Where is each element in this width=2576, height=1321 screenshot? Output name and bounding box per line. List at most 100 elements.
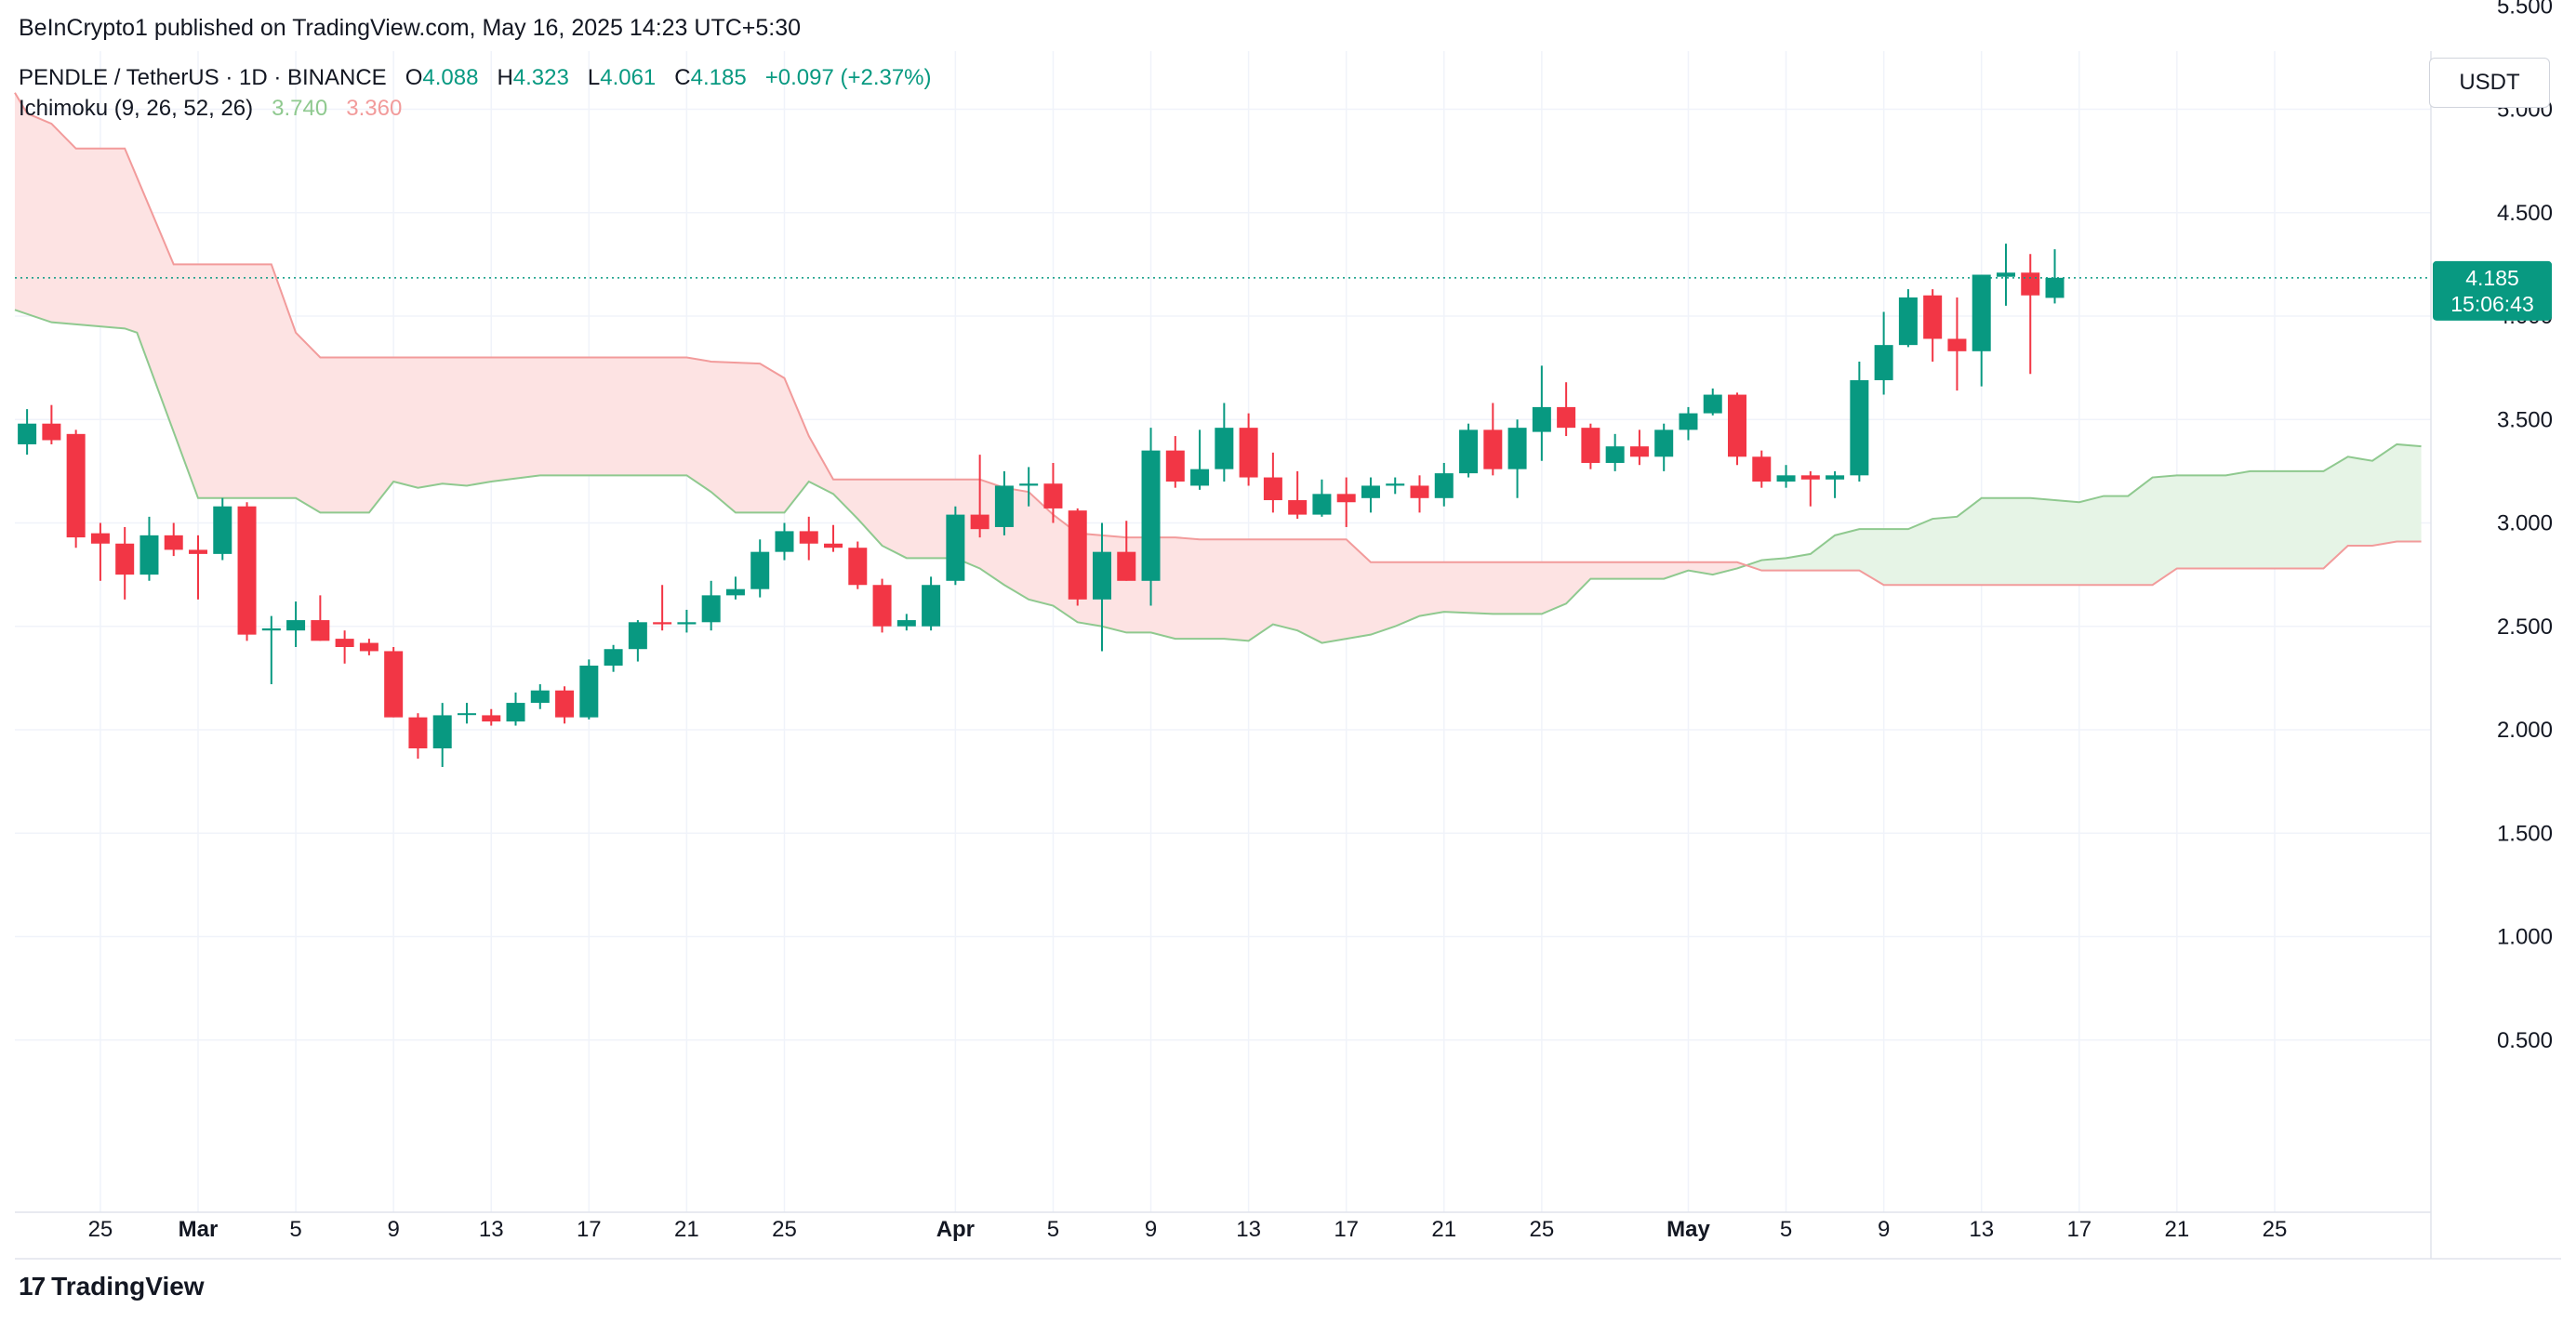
candle-down[interactable] (1117, 521, 1136, 581)
candle-up[interactable] (213, 497, 232, 561)
candle-up[interactable] (1776, 465, 1796, 488)
candle-body (1776, 475, 1796, 482)
candle-up[interactable] (1898, 289, 1918, 348)
candle-up[interactable] (1679, 406, 1698, 441)
candle-up[interactable] (1654, 423, 1674, 471)
candle-down[interactable] (384, 647, 404, 718)
candle-down[interactable] (1947, 297, 1967, 391)
candle-down[interactable] (408, 713, 428, 760)
candle-up[interactable] (457, 703, 476, 724)
candle-up[interactable] (261, 615, 281, 685)
candle-down[interactable] (1043, 462, 1063, 523)
candle-down[interactable] (1239, 413, 1258, 486)
candle-down[interactable] (335, 630, 354, 664)
candle-down[interactable] (848, 541, 868, 589)
candle-down[interactable] (872, 578, 892, 633)
x-tick-label: 25 (1529, 1217, 1554, 1242)
candle-up[interactable] (1826, 470, 1845, 498)
candle-down[interactable] (1581, 423, 1600, 469)
indicator-legend[interactable]: Ichimoku (9, 26, 52, 26) 3.740 3.360 (19, 96, 402, 122)
candle-down[interactable] (42, 404, 61, 444)
candle-up[interactable] (1215, 403, 1234, 482)
candle-down[interactable] (555, 686, 575, 724)
candle-down[interactable] (1557, 382, 1576, 437)
candle-down[interactable] (164, 522, 183, 557)
candle-up[interactable] (1507, 419, 1527, 498)
candle-up[interactable] (994, 470, 1014, 535)
candle-down[interactable] (1728, 392, 1747, 466)
low-label: L (587, 65, 601, 90)
candle-up[interactable] (286, 601, 306, 647)
candle-down[interactable] (66, 429, 86, 548)
candle-body (922, 585, 941, 627)
candle-up[interactable] (579, 659, 599, 720)
candle-up[interactable] (1850, 361, 1869, 482)
indicator-name[interactable]: Ichimoku (9, 26, 52, 26) (19, 96, 254, 121)
candle-down[interactable] (115, 526, 135, 600)
candle-up[interactable] (725, 576, 745, 600)
candle-body (1092, 551, 1111, 600)
candle-up[interactable] (946, 506, 965, 586)
candle-down[interactable] (653, 585, 672, 631)
currency-button[interactable]: USDT (2429, 58, 2550, 108)
candle-up[interactable] (1361, 477, 1380, 513)
candle-up[interactable] (701, 580, 721, 631)
candle-down[interactable] (311, 595, 330, 641)
candle-down[interactable] (1483, 403, 1503, 476)
candle-down[interactable] (90, 522, 110, 581)
candle-up[interactable] (1996, 244, 2015, 306)
candle-up[interactable] (1141, 428, 1161, 606)
candle-up[interactable] (1459, 423, 1479, 478)
candle-up[interactable] (775, 522, 794, 561)
candle-down[interactable] (970, 455, 989, 538)
candle-up[interactable] (604, 644, 623, 672)
candle-up[interactable] (1972, 274, 1991, 387)
candle-up[interactable] (506, 692, 525, 726)
candle-down[interactable] (237, 502, 257, 641)
candle-up[interactable] (1434, 462, 1454, 507)
candle-up[interactable] (1532, 365, 1551, 461)
candle-up[interactable] (432, 703, 452, 768)
candle-up[interactable] (139, 516, 159, 581)
candlesticks[interactable] (18, 244, 2065, 768)
candle-up[interactable] (1190, 429, 1210, 490)
candle-up[interactable] (1605, 433, 1625, 471)
candle-up[interactable] (1703, 388, 1722, 416)
candle-down[interactable] (1263, 452, 1282, 513)
tradingview-logo[interactable]: 17 TradingView (19, 1272, 205, 1301)
symbol-legend[interactable]: PENDLE / TetherUS · 1D · BINANCE O4.088 … (19, 65, 932, 91)
candle-down[interactable] (1923, 289, 1943, 362)
candle-down[interactable] (1629, 429, 1649, 466)
candle-up[interactable] (896, 614, 916, 631)
candle-up[interactable] (1092, 522, 1111, 652)
candle-down[interactable] (482, 708, 501, 726)
candle-up[interactable] (2045, 249, 2065, 304)
candle-up[interactable] (628, 620, 647, 662)
candle-up[interactable] (677, 609, 697, 633)
candle-down[interactable] (1288, 470, 1308, 520)
candle-up[interactable] (1874, 311, 1893, 395)
candle-body (1043, 483, 1063, 509)
candle-down[interactable] (824, 524, 843, 552)
candle-up[interactable] (750, 539, 770, 598)
candle-down[interactable] (1752, 450, 1772, 488)
candle-down[interactable] (359, 639, 378, 655)
candle-down[interactable] (1165, 436, 1185, 488)
candle-down[interactable] (189, 535, 207, 600)
candle-up[interactable] (1312, 479, 1332, 517)
candle-down[interactable] (1336, 477, 1356, 527)
candle-down[interactable] (1800, 470, 1820, 507)
candle-up[interactable] (1386, 477, 1405, 495)
candle-up[interactable] (18, 409, 37, 456)
candle-up[interactable] (1019, 467, 1039, 507)
candle-up[interactable] (530, 684, 550, 709)
candle-up[interactable] (922, 576, 941, 631)
candle-down[interactable] (2021, 254, 2040, 375)
symbol-name[interactable]: PENDLE / TetherUS · 1D · BINANCE (19, 65, 387, 90)
candle-down[interactable] (799, 516, 818, 561)
candle-down[interactable] (1068, 508, 1087, 606)
candle-body (1654, 429, 1674, 457)
candle-down[interactable] (1410, 475, 1429, 513)
